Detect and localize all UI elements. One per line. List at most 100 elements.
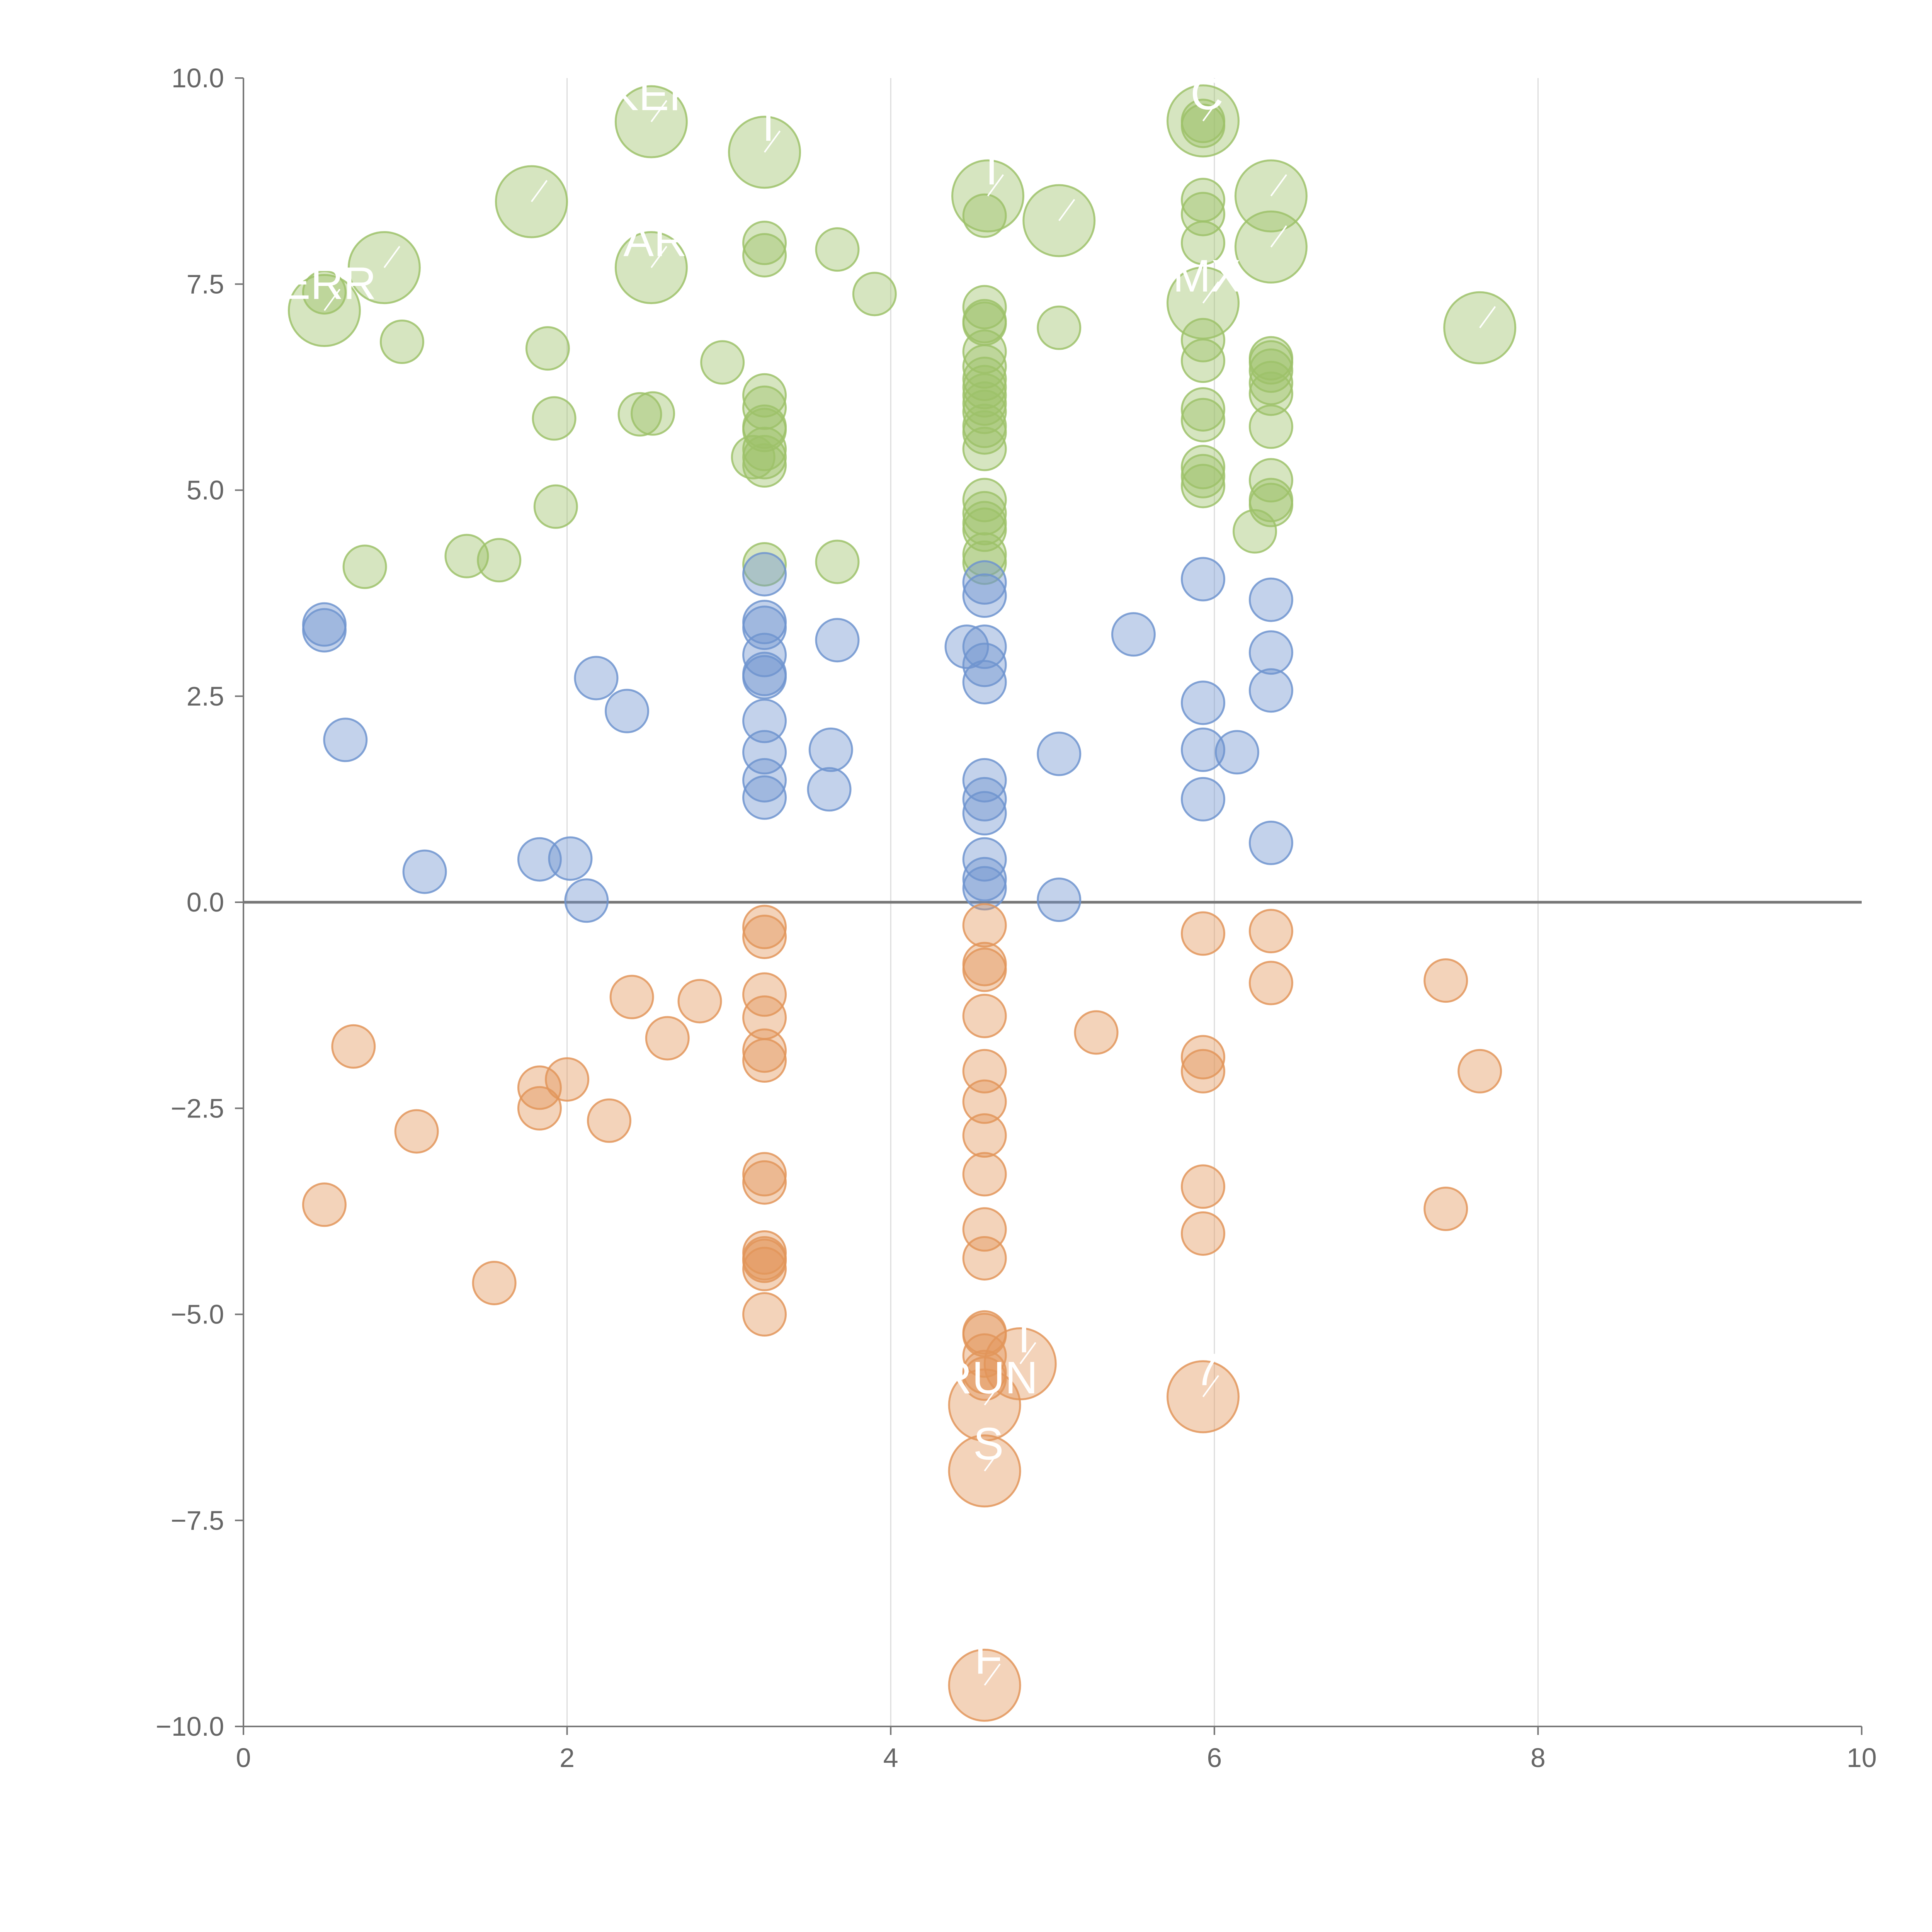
blue-point [402,849,447,894]
blue-point [807,767,852,812]
orange-point [962,1079,1007,1124]
y-tick-label: 0.0 [187,887,224,917]
orange-point [962,1152,1007,1197]
green-point [1233,509,1277,554]
green-point [742,443,787,488]
label-leader-line [1202,1375,1219,1397]
green-point [1248,458,1293,503]
label-leader-line [1202,99,1219,122]
green-point [617,392,662,437]
blue-point [962,573,1007,618]
blue-point [944,624,989,669]
x-tick-label: 10 [1847,1743,1877,1773]
label-leader-line [531,180,548,202]
blue-point [574,656,619,701]
blue-point [962,857,1007,901]
blue-point [815,618,860,663]
green-point [1180,464,1225,509]
orange-point [742,1292,787,1337]
orange-point [1074,1010,1119,1055]
orange-point [1180,911,1225,956]
green-point [342,544,387,589]
green-point [962,410,1007,455]
orange-point [742,1160,787,1205]
y-tick-label: 5.0 [187,475,224,505]
green-point [962,427,1007,471]
green-point [1248,483,1293,527]
orange-point [962,1236,1007,1281]
bubble-label: AR [623,215,687,266]
blue-point [962,624,1007,669]
green-point [962,507,1007,552]
green-point [1180,454,1225,498]
green-point [700,340,745,385]
orange-point [962,947,1007,992]
orange-point [962,1350,1007,1395]
orange-point [962,903,1007,948]
blue-point [1248,630,1293,675]
orange-point [545,1057,590,1102]
orange-point [742,915,787,959]
blue-point [1180,680,1225,725]
blue-point [302,608,347,653]
blue-point [1248,820,1293,865]
blue-point [323,718,368,762]
blue-point [548,836,593,881]
blue-point [1248,668,1293,713]
green-point [444,534,489,578]
green-point [1180,387,1225,432]
green-point [742,233,787,278]
blue-point [564,878,609,923]
blue-point [1180,777,1225,821]
orange-point [1180,1164,1225,1209]
bubble-label: 7 [1194,1344,1220,1395]
blue-point [742,655,787,700]
green-point [742,408,787,452]
orange-point [1248,961,1293,1005]
blue-point [742,775,787,820]
blue-point [962,643,1007,687]
blue-point [1037,731,1082,776]
blue-point [962,560,1007,605]
bubble-label: MX [1173,250,1241,301]
green-point [1248,361,1293,405]
blue-point [1180,727,1225,772]
blue-point [1111,612,1156,657]
bubble-label: F [975,1633,1002,1684]
data-points [287,84,1517,1722]
green-point [962,501,1007,546]
bubble-label: ERR [280,258,376,309]
label-leader-line [984,1383,1001,1406]
green-point [962,329,1007,374]
orange-point [962,993,1007,1038]
label-leader-line [650,246,667,268]
blue-point [962,777,1007,821]
y-tick-label: −7.5 [171,1505,224,1536]
label-leader-line [1270,225,1287,248]
label-leader-line [987,174,1004,197]
label-leader-line [984,1663,1001,1686]
bubble-label: KER [608,69,702,120]
green-point [1180,221,1225,265]
label-leader-line [1202,281,1219,304]
bubble-label: RUN [939,1352,1038,1403]
blue-point [742,633,787,677]
blue-point [742,758,787,803]
green-point [1248,371,1293,416]
x-tick-label: 6 [1207,1743,1222,1773]
label-leader-line [764,130,781,153]
bubble-label: T [1010,1311,1038,1362]
blue-point [1248,577,1293,622]
y-tick-label: −2.5 [171,1093,224,1123]
orange-point [742,1028,787,1073]
blue-point [808,727,853,772]
orange-point [677,979,722,1024]
blue-point [517,837,562,882]
y-tick-label: 10.0 [172,63,224,93]
green-point [525,326,570,371]
y-tick-label: 2.5 [187,681,224,711]
blue-point [742,699,787,743]
green-point [742,385,787,430]
green-point [962,540,1007,585]
bubble-label: T [754,100,782,151]
